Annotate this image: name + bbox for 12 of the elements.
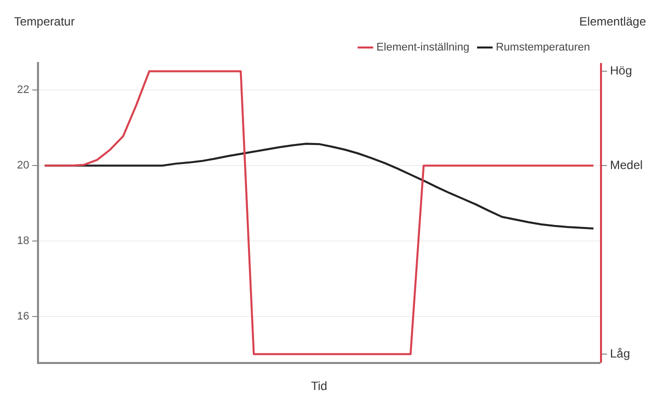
legend-label: Element-inställning [376, 42, 470, 54]
y-tick-label: 16 [16, 310, 30, 322]
y-tick-label: 18 [16, 235, 30, 248]
y-tick-label: 20 [16, 160, 30, 172]
y2-axis-title: Elementläge [579, 14, 646, 28]
x-axis-title: Tid [311, 379, 328, 394]
text: Medel [610, 158, 643, 172]
text: Hög [610, 64, 632, 78]
text: Låg [610, 346, 630, 360]
legend-label: Rumstemperaturen [496, 42, 590, 54]
y-tick-label: 22 [16, 84, 30, 96]
y-axis-title: Temperatur [14, 14, 75, 28]
